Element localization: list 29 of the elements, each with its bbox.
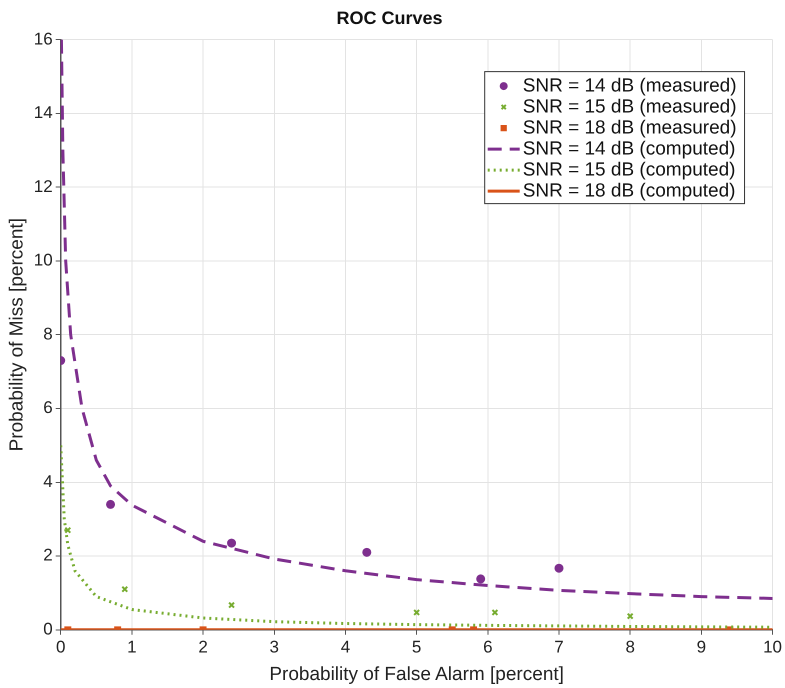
y-axis-title: Probability of Miss [percent] bbox=[6, 218, 28, 452]
x-tick-label: 10 bbox=[763, 638, 782, 657]
x-tick-label: 9 bbox=[696, 638, 706, 657]
x-tick-label: 0 bbox=[56, 638, 66, 657]
legend-label: SNR = 18 dB (measured) bbox=[522, 117, 737, 138]
chart-title: ROC Curves bbox=[336, 8, 443, 28]
y-tick-label: 0 bbox=[43, 619, 53, 638]
x-tick-label: 8 bbox=[625, 638, 635, 657]
y-tick-label: 6 bbox=[43, 398, 53, 418]
x-tick-label: 3 bbox=[270, 638, 279, 657]
x-tick-label: 4 bbox=[340, 638, 350, 657]
y-tick-label: 14 bbox=[34, 103, 53, 122]
x-axis-title: Probability of False Alarm [percent] bbox=[269, 664, 564, 685]
y-tick-label: 4 bbox=[43, 472, 53, 491]
y-tick-label: 2 bbox=[43, 546, 53, 565]
x-tick-label: 6 bbox=[483, 638, 493, 657]
legend-label: SNR = 18 dB (computed) bbox=[522, 180, 736, 202]
x-tick-label: 7 bbox=[554, 638, 564, 657]
y-tick-label: 8 bbox=[43, 324, 53, 344]
y-tick-label: 10 bbox=[34, 250, 53, 270]
y-tick-label: 16 bbox=[34, 29, 53, 48]
x-tick-label: 1 bbox=[127, 638, 137, 657]
legend-label: SNR = 14 dB (measured) bbox=[522, 75, 737, 96]
x-tick-label: 2 bbox=[198, 638, 208, 657]
legend-label: SNR = 15 dB (computed) bbox=[522, 159, 736, 180]
legend-label: SNR = 14 dB (computed) bbox=[522, 138, 736, 160]
legend-label: SNR = 15 dB (measured) bbox=[522, 96, 737, 118]
y-tick-label: 12 bbox=[34, 176, 53, 196]
x-tick-label: 5 bbox=[412, 638, 422, 657]
